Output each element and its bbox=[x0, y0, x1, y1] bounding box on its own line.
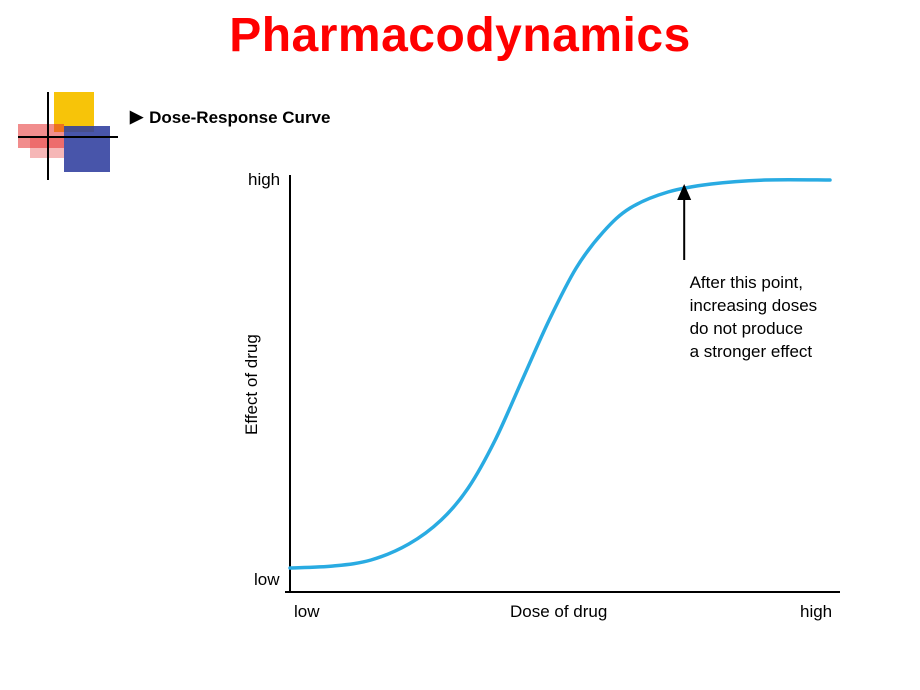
bullet-icon: ▶ bbox=[130, 107, 143, 127]
dose-response-chart: Effect of drug Dose of drug high low low… bbox=[220, 170, 860, 655]
x-tick-low: low bbox=[294, 602, 320, 622]
section-header: ▶ Dose-Response Curve bbox=[130, 108, 330, 128]
logo-graphic bbox=[18, 92, 118, 182]
x-tick-high: high bbox=[800, 602, 832, 622]
y-tick-high: high bbox=[248, 170, 280, 190]
page-title: Pharmacodynamics bbox=[0, 8, 920, 63]
annotation-text: After this point,increasing dosesdo not … bbox=[690, 272, 818, 364]
chart-svg bbox=[220, 170, 860, 655]
section-label: Dose-Response Curve bbox=[149, 108, 330, 127]
y-axis-label: Effect of drug bbox=[242, 334, 262, 435]
x-axis-label: Dose of drug bbox=[510, 602, 607, 622]
y-tick-low: low bbox=[254, 570, 280, 590]
slide-logo bbox=[18, 92, 118, 182]
